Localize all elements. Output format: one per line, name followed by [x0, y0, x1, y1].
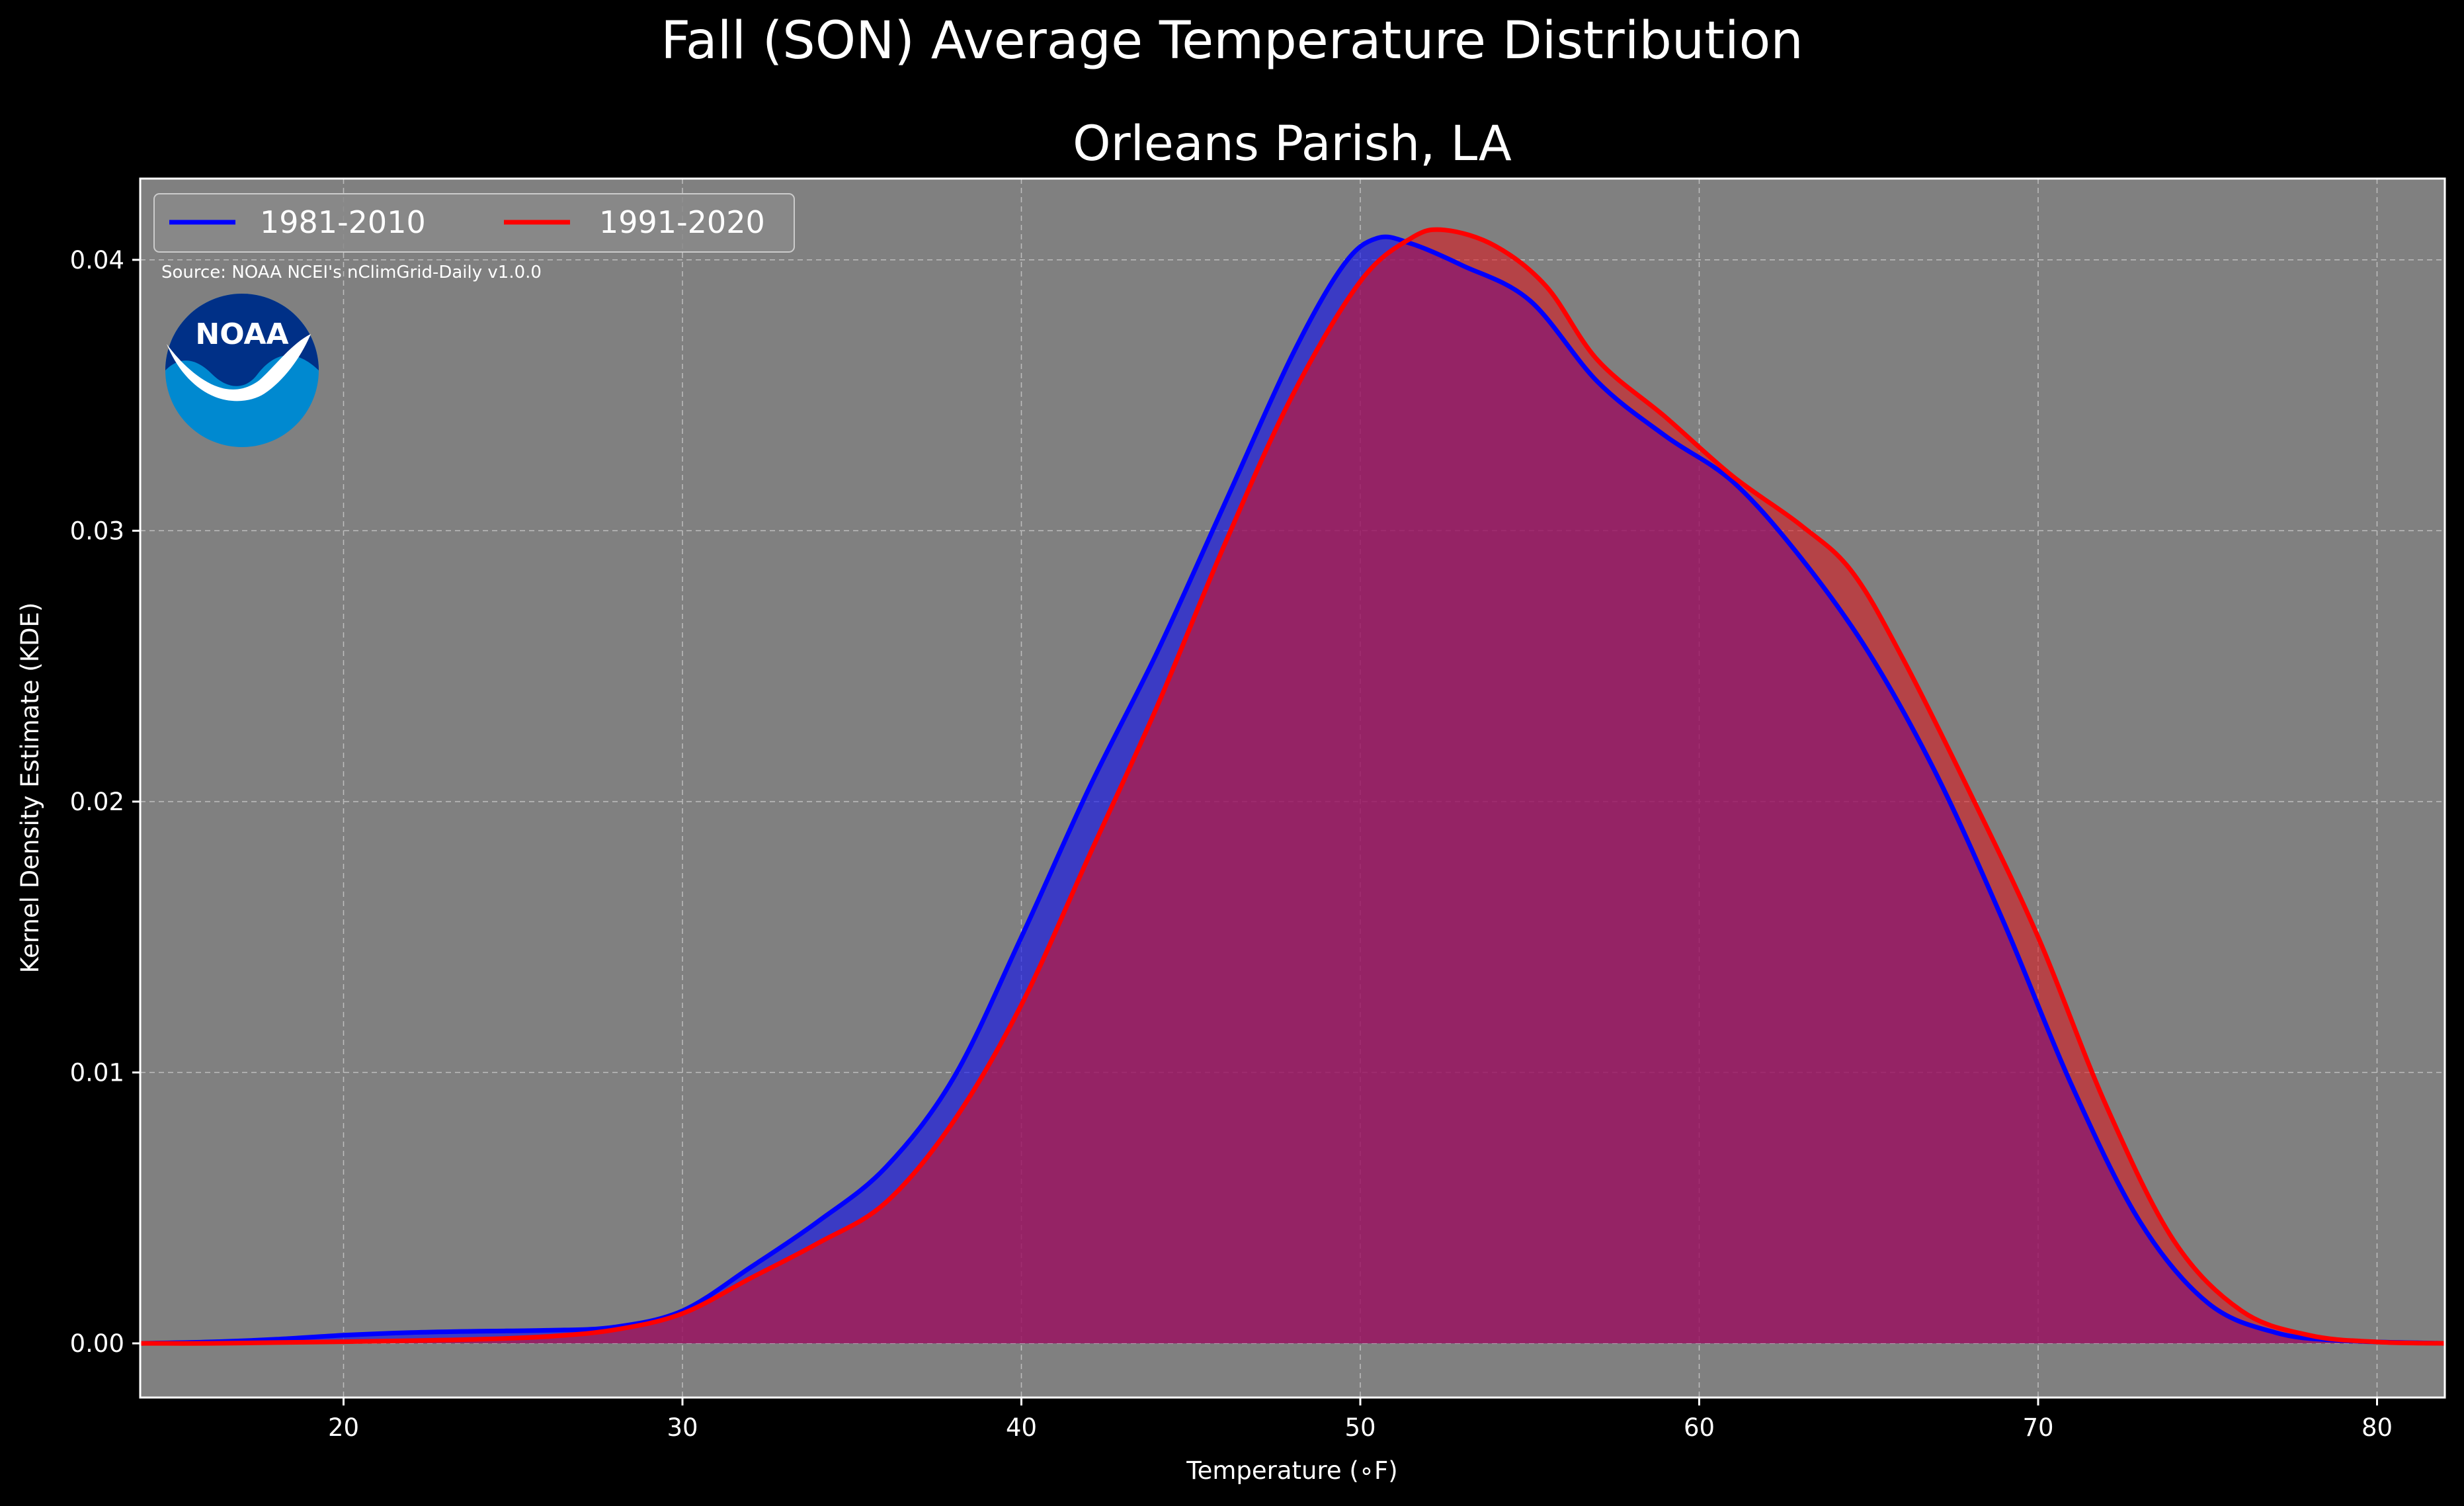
line-1991-2020	[140, 227, 2445, 1346]
line-1981-2010	[140, 234, 2445, 1346]
density-lines	[140, 227, 2445, 1346]
y-tick-label: 0.01	[70, 1059, 124, 1087]
legend-box	[153, 193, 795, 253]
figure-suptitle: Fall (SON) Average Temperature Distribut…	[661, 11, 1803, 71]
area-1991-2020	[140, 230, 2445, 1344]
x-tick-label: 70	[2022, 1413, 2053, 1442]
y-axis-ticks: 0.00 0.01 0.02 0.03 0.04	[70, 246, 140, 1358]
y-tick-label: 0.03	[70, 517, 124, 545]
source-annotation: Source: NOAA NCEI's nClimGrid-Daily v1.0…	[161, 263, 542, 282]
legend-label-1981-2010: 1981-2010	[260, 204, 426, 240]
x-tick-label: 20	[328, 1413, 359, 1442]
y-tick-label: 0.04	[70, 246, 124, 274]
legend: 1981-2010 1991-2020	[153, 193, 795, 253]
y-axis-label: Kernel Density Estimate (KDE)	[16, 603, 44, 974]
x-tick-label: 60	[1684, 1413, 1715, 1442]
noaa-logo-text: NOAA	[195, 317, 288, 351]
plot-border	[139, 177, 2446, 1399]
x-axis-ticks: 20 30 40 50 60 70 80	[328, 1398, 2393, 1442]
chart-title: Orleans Parish, LA	[1073, 116, 1512, 172]
y-tick-label: 0.00	[70, 1329, 124, 1358]
x-tick-label: 50	[1344, 1413, 1376, 1442]
y-tick-label: 0.02	[70, 788, 124, 816]
x-tick-label: 30	[667, 1413, 698, 1442]
legend-label-1991-2020: 1991-2020	[599, 204, 765, 240]
noaa-logo: NOAA	[165, 294, 319, 447]
x-tick-label: 80	[2361, 1413, 2393, 1442]
density-areas	[140, 230, 2445, 1344]
x-tick-label: 40	[1006, 1413, 1037, 1442]
x-axis-label: Temperature (∘F)	[1186, 1456, 1397, 1485]
